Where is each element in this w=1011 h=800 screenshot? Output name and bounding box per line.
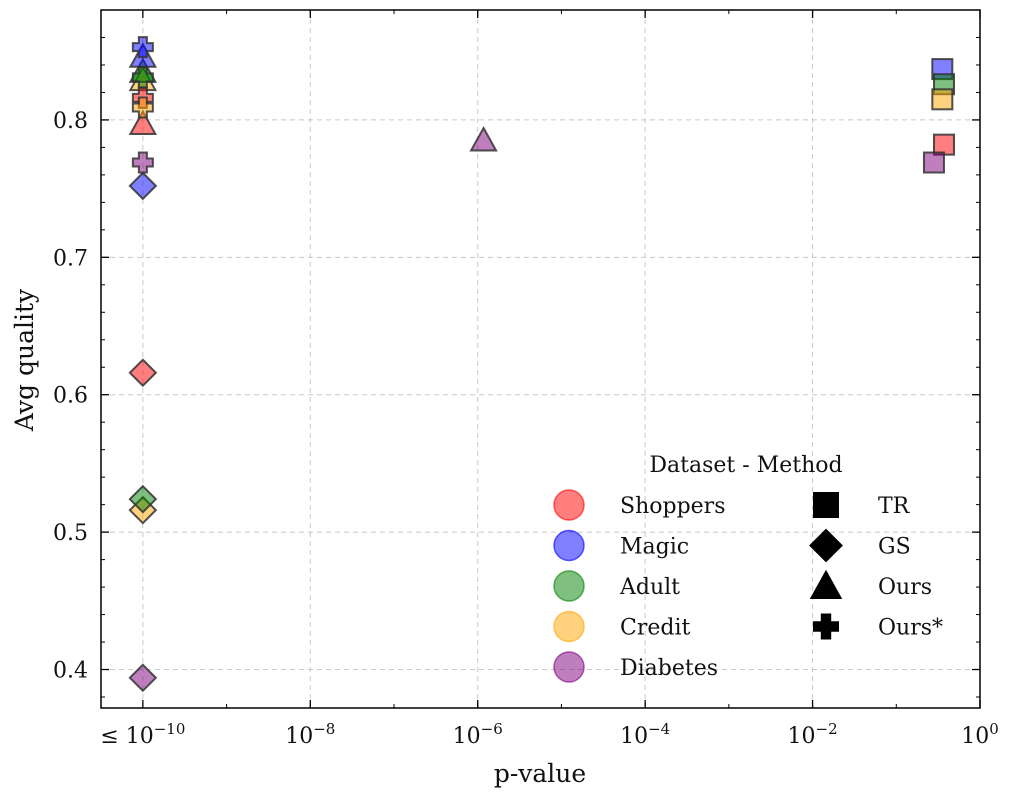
y-tick-label: 0.7 (53, 246, 88, 271)
legend-label-tr: TR (878, 494, 911, 519)
x-tick-label: 10−4 (620, 720, 670, 749)
point-magic-gs (128, 171, 158, 201)
legend-label-diabetes: Diabetes (620, 656, 718, 681)
point-shoppers-ours (128, 109, 158, 136)
plot-frame (100, 9, 981, 709)
point-magic-ours-star (131, 36, 154, 59)
legend-datasets: Shoppers Magic Adult Credit Diabetes (553, 489, 725, 683)
y-tick-label: 0.8 (53, 109, 88, 134)
legend-label-adult: Adult (619, 575, 680, 600)
legend-marker-ours (809, 569, 843, 599)
legend-label-ours: Ours (878, 575, 932, 600)
legend-swatch-diabetes (553, 651, 585, 683)
x-tick-label: 100 (961, 720, 999, 749)
legend-label-credit: Credit (620, 616, 690, 641)
x-tick-label: 10−2 (788, 720, 838, 749)
legend-swatch-shoppers (553, 489, 585, 521)
legend-label-magic: Magic (620, 535, 689, 560)
legend-methods: TR GS Ours Ours* (809, 492, 943, 641)
point-shoppers-gs (128, 358, 158, 388)
data-points (128, 36, 956, 693)
legend-label-ours-star: Ours* (878, 616, 943, 641)
legend-label-shoppers: Shoppers (620, 494, 725, 519)
tick-labels: ≤ 10−10 10−8 10−6 10−4 10−2 100 0.4 0.5 0.6 0.7 0.… (53, 109, 999, 749)
x-axis-title: p-value (494, 759, 586, 788)
x-tick-label: 10−6 (453, 720, 503, 749)
point-adult-gs (128, 484, 158, 514)
y-tick-label: 0.5 (53, 521, 88, 546)
legend-marker-ours-star (813, 613, 839, 640)
legend: Dataset - Method Shoppers Magic Adult Credi… (553, 453, 943, 683)
legend-swatch-magic (553, 529, 585, 562)
point-diabetes-ours-star (131, 151, 154, 174)
x-tick-label: 10−8 (285, 720, 335, 749)
legend-swatch-adult (553, 570, 585, 602)
legend-marker-tr (813, 492, 839, 518)
y-tick-label: 0.6 (53, 384, 88, 409)
point-diabetes-tr (922, 151, 945, 174)
point-credit-ours-star (131, 96, 154, 119)
legend-title: Dataset - Method (649, 453, 842, 478)
axis-ticks (101, 10, 981, 708)
grid-lines (101, 10, 980, 708)
point-credit-tr (931, 88, 954, 111)
legend-swatch-credit (553, 610, 585, 643)
legend-marker-gs (809, 528, 843, 563)
x-tick-label: ≤ 10−10 (100, 720, 185, 749)
legend-label-gs: GS (878, 535, 911, 560)
y-axis-title: Avg quality (10, 288, 39, 432)
point-diabetes-ours (469, 125, 498, 152)
point-diabetes-gs (128, 663, 158, 693)
y-tick-label: 0.4 (53, 659, 88, 684)
